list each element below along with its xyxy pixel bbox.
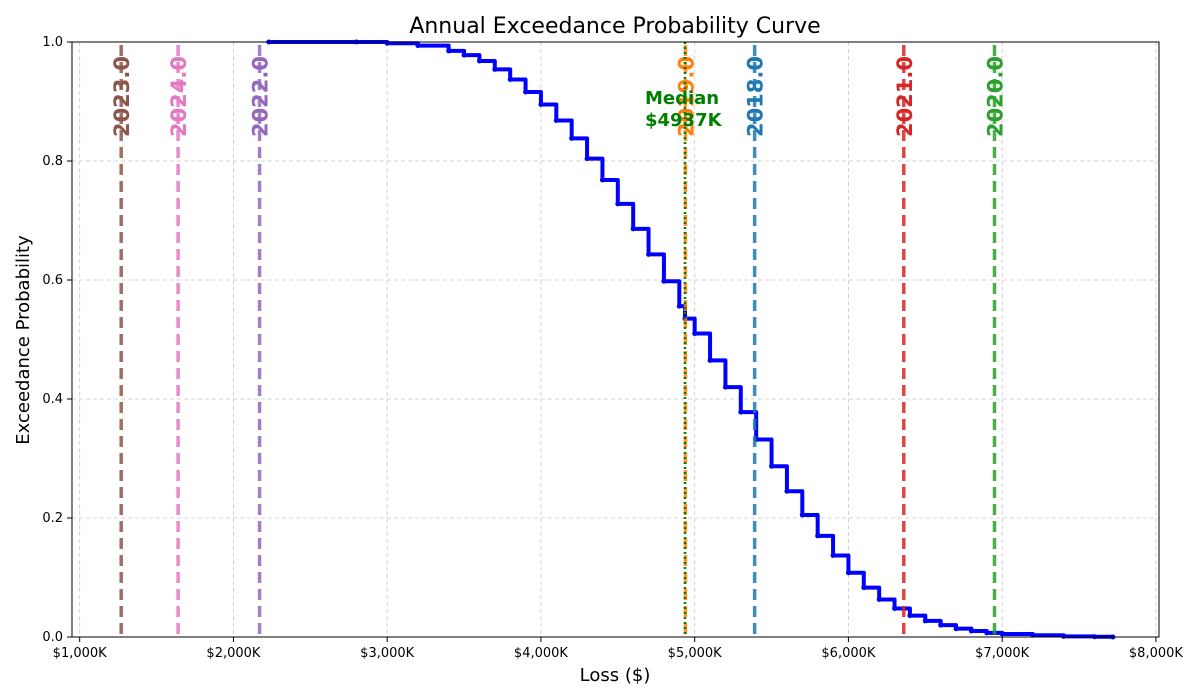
curve-point (630, 226, 636, 232)
curve-point (876, 597, 882, 603)
year-marker-label: 2019.0 (674, 56, 698, 137)
curve-point (769, 463, 775, 469)
x-tick-label: $1,000K (53, 646, 107, 661)
year-marker-label: 2021.0 (893, 56, 917, 137)
year-marker-label: 2018.0 (744, 56, 768, 137)
curve-point (584, 156, 590, 162)
curve-point (476, 58, 482, 64)
curve-point (892, 605, 898, 611)
curve-point (861, 585, 867, 591)
x-tick-label: $5,000K (668, 646, 722, 661)
x-tick-label: $8,000K (1129, 646, 1183, 661)
curve-point (830, 552, 836, 558)
curve-point (538, 101, 544, 107)
curve-point (815, 533, 821, 539)
curve-point (446, 48, 452, 54)
y-tick-label: 1.0 (42, 35, 63, 50)
curve-point (722, 384, 728, 390)
curve-point (661, 278, 667, 284)
curve-point (384, 40, 390, 46)
y-tick-label: 0.8 (42, 154, 63, 169)
axis-ticks: $1,000K $2,000K $3,000K $4,000K $5,000K $6,00… (42, 35, 1183, 661)
curve-point (784, 488, 790, 494)
plot-frame (71, 41, 1160, 638)
y-tick-label: 0.2 (42, 511, 63, 526)
curve-point (738, 409, 744, 415)
curve-point (415, 43, 421, 49)
curve-point (523, 89, 529, 95)
year-markers: 2023.0 2024.0 2022.0 2019.0 2018.0 2021.0 2020… (110, 42, 1007, 637)
x-tick-label: $4,000K (514, 646, 568, 661)
year-marker-label: 2024.0 (167, 56, 191, 137)
curve-point (569, 135, 575, 141)
curve-point (799, 512, 805, 518)
y-tick-label: 0.4 (42, 392, 63, 407)
curve-point (692, 331, 698, 337)
median-label: Median (645, 88, 719, 109)
curve-point (922, 618, 928, 624)
curve-point (707, 357, 713, 363)
y-tick-label: 0.0 (42, 630, 63, 645)
curve-point (461, 52, 467, 58)
x-tick-label: $3,000K (360, 646, 414, 661)
y-axis-label: Exceedance Probability (13, 235, 34, 445)
curve-point (907, 613, 913, 619)
curve-layer (266, 39, 1116, 640)
curve-point (999, 631, 1005, 637)
curve-point (953, 626, 959, 632)
curve-point (615, 201, 621, 207)
curve-point (984, 630, 990, 636)
curve-point (646, 251, 652, 257)
curve-point (938, 622, 944, 628)
curve-point (599, 177, 605, 183)
y-tick-label: 0.6 (42, 273, 63, 288)
x-tick-label: $7,000K (975, 646, 1029, 661)
x-tick-label: $2,000K (206, 646, 260, 661)
curve-point (492, 66, 498, 72)
curve-point (845, 570, 851, 576)
curve-point (676, 303, 682, 309)
x-axis-label: Loss ($) (580, 665, 651, 686)
curve-point (1061, 633, 1067, 639)
x-tick-label: $6,000K (821, 646, 875, 661)
year-marker-label: 2022.0 (249, 56, 273, 137)
curve-point (507, 76, 513, 82)
median-value-label: $4937K (645, 110, 723, 131)
curve-point (968, 628, 974, 634)
curve-point (553, 118, 559, 124)
chart-title: Annual Exceedance Probability Curve (409, 14, 820, 39)
curve-point (1030, 632, 1036, 638)
year-marker-label: 2023.0 (110, 56, 134, 137)
year-marker-label: 2020.0 (983, 56, 1007, 137)
